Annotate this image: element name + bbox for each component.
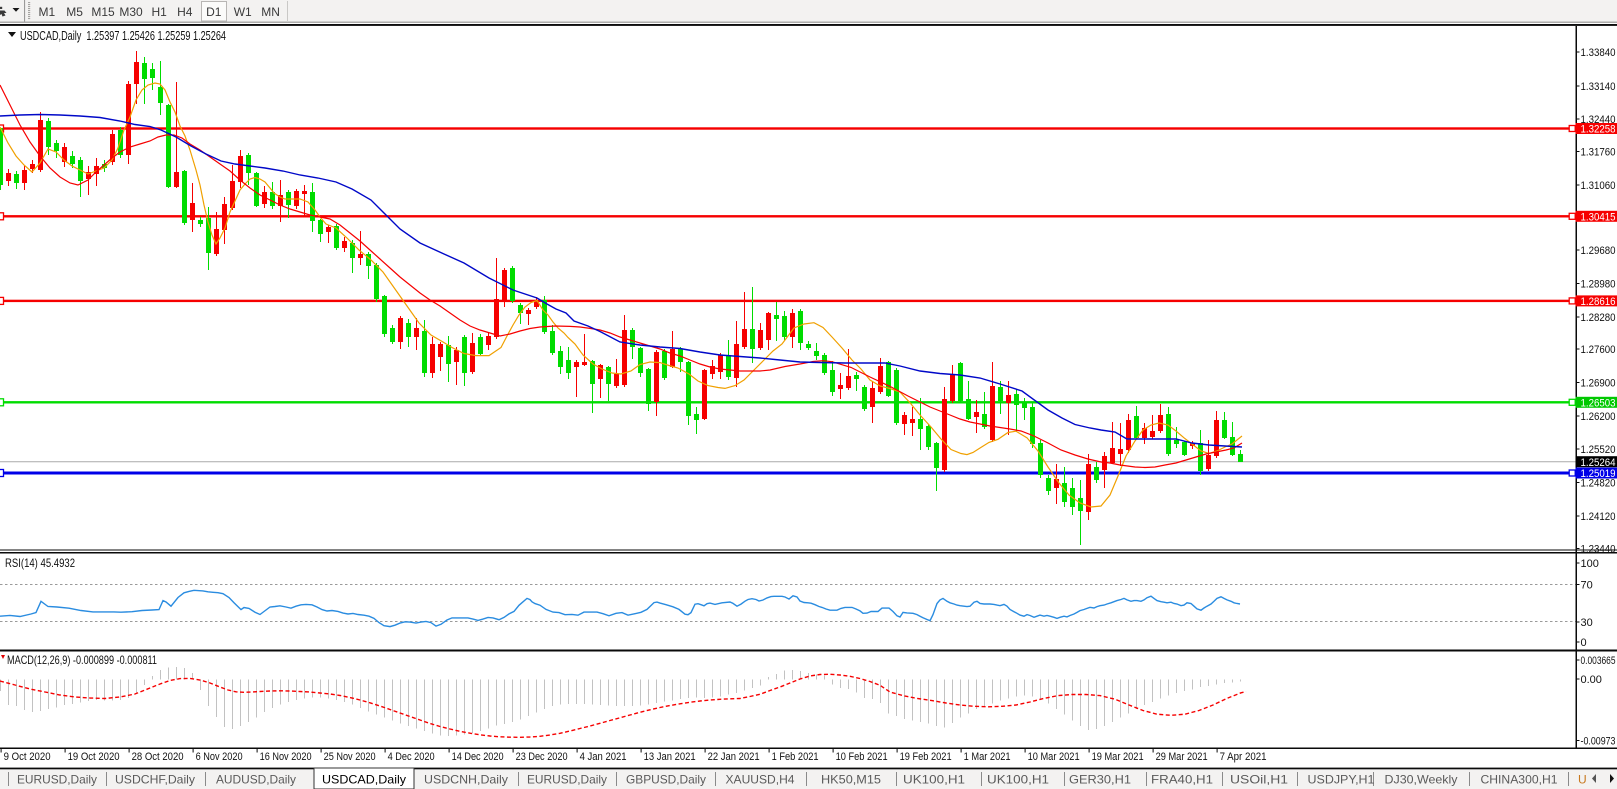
svg-text:29 Mar 2021: 29 Mar 2021 (1156, 751, 1208, 763)
svg-text:1.28616: 1.28616 (1581, 296, 1616, 308)
svg-text:1 Mar 2021: 1 Mar 2021 (964, 751, 1011, 763)
svg-text:RSI(14) 45.4932: RSI(14) 45.4932 (5, 556, 75, 570)
svg-text:FRA40,H1: FRA40,H1 (1151, 773, 1213, 787)
svg-text:28 Oct 2020: 28 Oct 2020 (132, 751, 184, 763)
svg-text:30: 30 (1581, 617, 1593, 629)
svg-text:4 Jan 2021: 4 Jan 2021 (580, 751, 627, 763)
svg-text:1 Feb 2021: 1 Feb 2021 (772, 751, 819, 763)
svg-text:GBPUSD,Daily: GBPUSD,Daily (626, 773, 706, 787)
svg-text:-0.00973: -0.00973 (1581, 736, 1616, 748)
svg-text:W1: W1 (234, 5, 252, 19)
svg-text:EURUSD,Daily: EURUSD,Daily (527, 773, 607, 787)
svg-text:9 Oct 2020: 9 Oct 2020 (4, 751, 51, 763)
svg-text:USDCAD,Daily 1.25397 1.25426: USDCAD,Daily 1.25397 1.25426 1.25259 1.2… (20, 29, 226, 43)
svg-text:CHINA300,H1: CHINA300,H1 (1481, 773, 1558, 787)
svg-text:MACD(12,26,9) -0.000899 -0.000: MACD(12,26,9) -0.000899 -0.000811 (7, 653, 157, 667)
svg-text:70: 70 (1581, 580, 1593, 592)
svg-text:GER30,H1: GER30,H1 (1069, 773, 1131, 787)
svg-text:14 Dec 2020: 14 Dec 2020 (452, 751, 504, 763)
svg-text:19 Mar 2021: 19 Mar 2021 (1092, 751, 1144, 763)
svg-text:0.00: 0.00 (1581, 674, 1602, 686)
svg-text:16 Nov 2020: 16 Nov 2020 (260, 751, 312, 763)
svg-text:1.27600: 1.27600 (1581, 344, 1616, 356)
svg-text:19 Oct 2020: 19 Oct 2020 (68, 751, 120, 763)
svg-text:13 Jan 2021: 13 Jan 2021 (644, 751, 696, 763)
svg-text:USDCNH,Daily: USDCNH,Daily (424, 773, 508, 787)
svg-text:EURUSD,Daily: EURUSD,Daily (17, 773, 97, 787)
svg-text:U: U (1578, 773, 1587, 787)
svg-text:AUDUSD,Daily: AUDUSD,Daily (216, 773, 296, 787)
svg-text:UK100,H1: UK100,H1 (903, 773, 965, 787)
svg-text:USDJPY,H1: USDJPY,H1 (1308, 773, 1375, 787)
svg-text:1.24820: 1.24820 (1581, 478, 1616, 490)
svg-text:1.31060: 1.31060 (1581, 180, 1616, 192)
svg-text:M1: M1 (38, 5, 55, 19)
svg-text:1.23440: 1.23440 (1581, 544, 1616, 556)
svg-text:100: 100 (1581, 558, 1599, 570)
svg-text:H1: H1 (152, 5, 168, 19)
svg-text:H4: H4 (177, 5, 193, 19)
svg-text:USDCHF,Daily: USDCHF,Daily (115, 773, 195, 787)
svg-text:M5: M5 (66, 5, 83, 19)
svg-text:1.26503: 1.26503 (1581, 398, 1616, 410)
svg-text:0: 0 (1581, 637, 1587, 649)
svg-text:UK100,H1: UK100,H1 (987, 773, 1049, 787)
svg-text:1.25520: 1.25520 (1581, 444, 1616, 456)
svg-text:10 Feb 2021: 10 Feb 2021 (836, 751, 888, 763)
svg-text:23 Dec 2020: 23 Dec 2020 (516, 751, 568, 763)
svg-text:1.25019: 1.25019 (1581, 468, 1616, 480)
svg-text:USOil,H1: USOil,H1 (1230, 773, 1288, 787)
svg-text:6 Nov 2020: 6 Nov 2020 (196, 751, 243, 763)
svg-text:25 Nov 2020: 25 Nov 2020 (324, 751, 376, 763)
svg-text:MN: MN (261, 5, 280, 19)
svg-text:1.25264: 1.25264 (1581, 457, 1616, 469)
svg-text:7 Apr 2021: 7 Apr 2021 (1220, 751, 1267, 763)
svg-text:22 Jan 2021: 22 Jan 2021 (708, 751, 760, 763)
svg-text:1.30415: 1.30415 (1581, 212, 1616, 224)
svg-text:10 Mar 2021: 10 Mar 2021 (1028, 751, 1080, 763)
svg-text:1.31760: 1.31760 (1581, 147, 1616, 159)
svg-text:4 Dec 2020: 4 Dec 2020 (388, 751, 435, 763)
svg-text:M15: M15 (91, 5, 115, 19)
svg-text:1.26200: 1.26200 (1581, 411, 1616, 423)
svg-text:1.33140: 1.33140 (1581, 81, 1616, 93)
svg-text:D1: D1 (206, 5, 222, 19)
svg-text:1.28280: 1.28280 (1581, 312, 1616, 324)
svg-text:DJ30,Weekly: DJ30,Weekly (1385, 773, 1458, 787)
svg-text:1.33840: 1.33840 (1581, 47, 1616, 59)
svg-text:HK50,M15: HK50,M15 (821, 773, 881, 787)
svg-text:1.29680: 1.29680 (1581, 245, 1616, 257)
svg-text:XAUUSD,H4: XAUUSD,H4 (726, 773, 795, 787)
svg-text:1.26900: 1.26900 (1581, 378, 1616, 390)
svg-text:M30: M30 (119, 5, 143, 19)
svg-text:USDCAD,Daily: USDCAD,Daily (322, 773, 406, 787)
svg-text:1.28980: 1.28980 (1581, 279, 1616, 291)
svg-text:19 Feb 2021: 19 Feb 2021 (900, 751, 952, 763)
svg-text:1.32258: 1.32258 (1581, 124, 1616, 136)
svg-text:1.24120: 1.24120 (1581, 511, 1616, 523)
svg-text:0.003665: 0.003665 (1581, 655, 1616, 667)
